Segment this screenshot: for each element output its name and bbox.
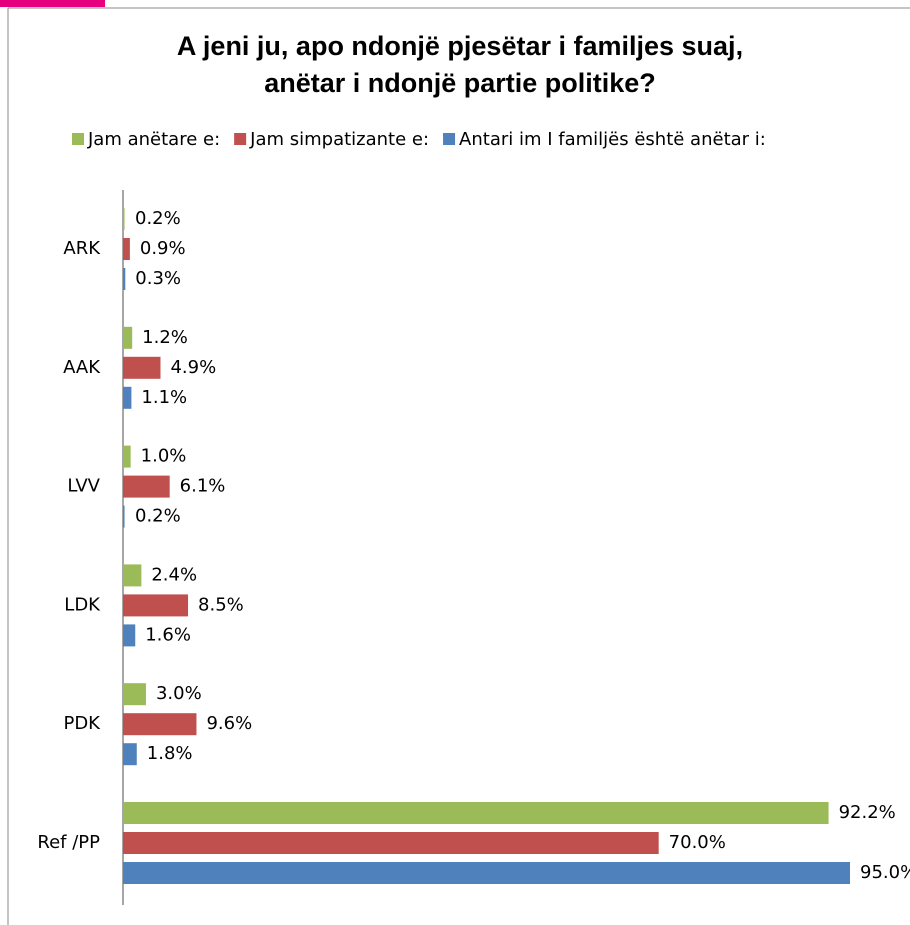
data-label: 92.2% <box>839 802 896 823</box>
bar <box>123 386 132 409</box>
legend-label: Jam simpatizante e: <box>249 129 429 150</box>
bar <box>123 832 659 854</box>
y-tick-label: LDK <box>64 594 101 615</box>
bar <box>123 683 146 706</box>
bar <box>123 594 189 617</box>
bar <box>123 326 133 349</box>
y-tick-label: PDK <box>63 713 101 734</box>
legend-label: Antari im I familjës është anëtar i: <box>459 129 766 150</box>
y-tick-label: AAK <box>63 357 101 378</box>
data-label: 4.9% <box>170 357 216 378</box>
data-label: 1.0% <box>141 446 187 467</box>
chart-title: A jeni ju, apo ndonjë pjesëtar i familje… <box>177 31 743 61</box>
data-label: 9.6% <box>206 713 252 734</box>
data-label: 1.2% <box>142 327 188 348</box>
data-label: 6.1% <box>180 476 226 497</box>
data-label: 2.4% <box>151 564 197 585</box>
bar <box>123 802 829 824</box>
legend-swatch <box>234 133 247 145</box>
bar <box>123 238 130 260</box>
y-tick-label: Ref /PP <box>37 832 100 853</box>
y-tick-label: ARK <box>63 238 101 259</box>
bar <box>123 505 125 528</box>
legend-swatch <box>443 133 456 145</box>
bar <box>123 713 197 736</box>
legend-swatch <box>72 133 84 145</box>
data-label: 0.3% <box>135 268 181 289</box>
bar <box>123 208 125 230</box>
accent-bar <box>0 0 105 7</box>
data-label: 0.2% <box>135 208 181 229</box>
bar <box>123 445 131 468</box>
data-label: 0.9% <box>140 238 186 259</box>
bar <box>123 475 170 498</box>
y-tick-label: LVV <box>67 476 100 497</box>
chart-title: anëtar i ndonjë partie politike? <box>264 68 656 98</box>
data-label: 1.8% <box>147 743 193 764</box>
bar <box>123 743 137 766</box>
data-label: 70.0% <box>669 832 726 853</box>
data-label: 8.5% <box>198 594 244 615</box>
data-label: 3.0% <box>156 683 202 704</box>
data-label: 0.2% <box>135 506 181 527</box>
bar <box>123 268 126 290</box>
bar <box>123 862 850 884</box>
bar <box>123 356 161 379</box>
legend-label: Jam anëtare e: <box>87 129 220 150</box>
data-label: 1.1% <box>141 387 187 408</box>
bar <box>123 564 142 587</box>
data-label: 1.6% <box>145 624 191 645</box>
bar <box>123 624 136 647</box>
data-label: 95.0% <box>860 862 910 883</box>
